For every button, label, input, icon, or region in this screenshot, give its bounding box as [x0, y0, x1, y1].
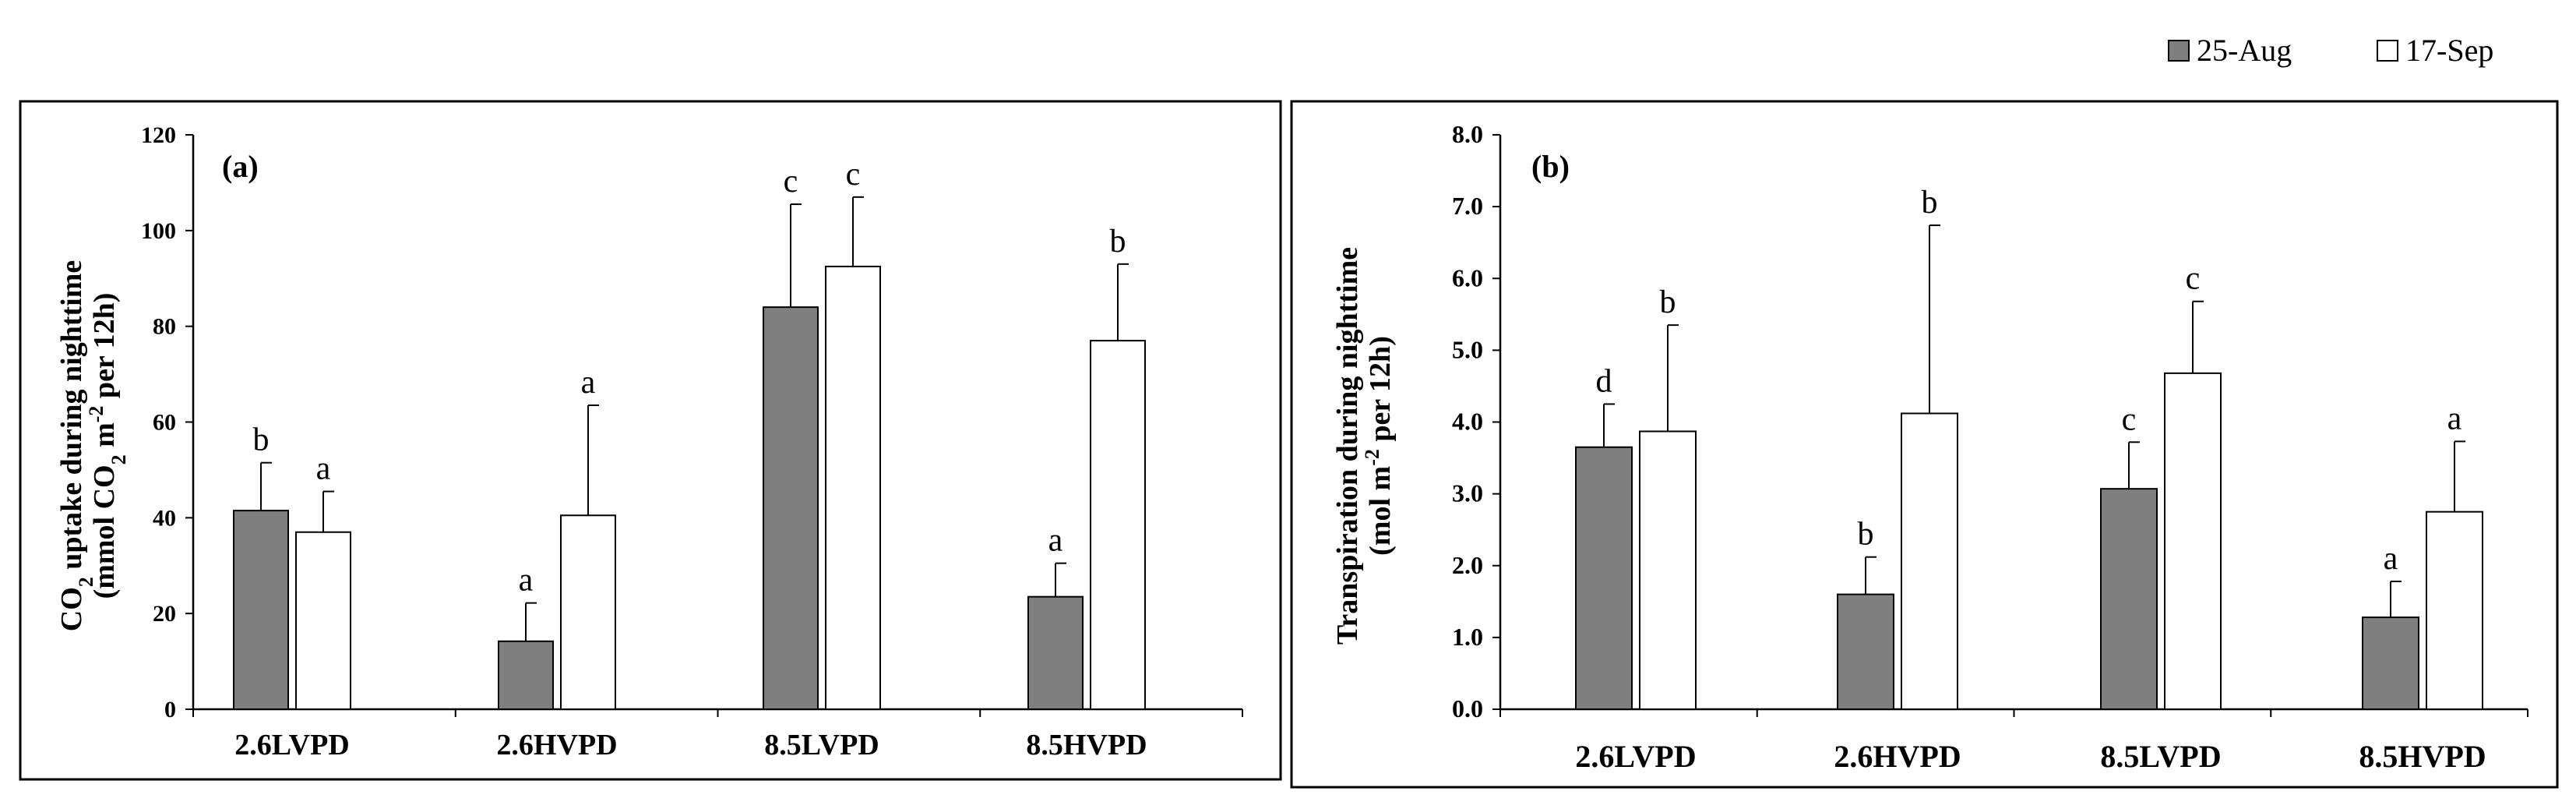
- panel-b-significance-letter: b: [1660, 284, 1676, 320]
- panel-b-category-label: 2.6LVPD: [1575, 739, 1696, 774]
- panel-b-category-label: 8.5LVPD: [2100, 739, 2221, 774]
- panel-a-category-label: 2.6LVPD: [234, 729, 349, 761]
- panel-a-category-label: 8.5LVPD: [764, 729, 879, 761]
- panel-b-bar-25-aug-8.5hvpd: [2362, 616, 2419, 711]
- panel-b-significance-letter: d: [1596, 363, 1612, 399]
- panel-b-significance-letter: a: [2384, 541, 2398, 577]
- legend-swatch-17-sep: [2377, 40, 2398, 62]
- panel-a-y-tick-label: 100: [141, 218, 176, 244]
- panel-a-category-label: 2.6HVPD: [496, 729, 617, 761]
- panel-a-significance-letter: c: [846, 157, 861, 193]
- panel-a-bar-25-aug-2.6hvpd: [498, 640, 554, 710]
- panel-b-y-tick-label: 0.0: [1452, 694, 1483, 722]
- panel-b-label: (b): [1531, 149, 1570, 184]
- panel-a-bar-25-aug-8.5lvpd: [763, 306, 819, 711]
- panel-a-significance-letter: a: [581, 365, 596, 401]
- panel-a-significance-letter: b: [1110, 224, 1126, 260]
- panel-b-bar-25-aug-2.6hvpd: [1837, 593, 1894, 710]
- legend: 25-Aug 17-Sep: [2168, 33, 2493, 68]
- panel-b-y-tick-label: 4.0: [1452, 408, 1483, 436]
- panel-a-bar-17-sep-8.5hvpd: [1090, 340, 1146, 710]
- panel-b-ylabel: Transpiration during nighttime(mol m-2 p…: [1331, 247, 1397, 645]
- panel-b-bar-17-sep-2.6lvpd: [1639, 430, 1697, 710]
- panel-a-frame: [19, 100, 1282, 781]
- panel-b-plot: 0.0 1.0 2.0 3.0 4.0 5.0 6.0 7.0 8.0 d b 2.6LVPD b b 2.…: [1452, 120, 2528, 774]
- panel-a-y-tick-label: 120: [141, 122, 176, 148]
- panel-b-y-tick-label: 2.0: [1452, 551, 1483, 579]
- panel-a-significance-letter: a: [316, 451, 331, 487]
- panel-a-significance-letter: b: [253, 422, 270, 458]
- panel-b-significance-letter: b: [1858, 517, 1874, 553]
- panel-b-y-tick-label: 7.0: [1452, 192, 1483, 220]
- panel-a-y-tick-label: 0: [164, 697, 176, 722]
- panel-b-significance-letter: a: [2447, 401, 2462, 436]
- panel-b-significance-letter: c: [2186, 261, 2201, 297]
- panel-a-significance-letter: a: [1048, 523, 1063, 559]
- panel-a-bar-17-sep-8.5lvpd: [825, 265, 881, 711]
- panel-b-significance-letter: b: [1922, 185, 1938, 221]
- panel-a-label: (a): [222, 149, 259, 184]
- panel-a-bar-25-aug-8.5hvpd: [1027, 595, 1084, 710]
- panel-a-bar-25-aug-2.6lvpd: [233, 510, 289, 711]
- panel-a-significance-letter: a: [519, 563, 534, 599]
- panel-b-transpiration: (b) Transpiration during nighttime(mol m…: [1290, 100, 2559, 789]
- panel-b-bar-17-sep-8.5hvpd: [2426, 510, 2483, 710]
- panel-b-y-tick-label: 6.0: [1452, 263, 1483, 291]
- panel-b-bar-25-aug-8.5lvpd: [2100, 488, 2158, 711]
- panel-a-y-tick-label: 20: [153, 601, 176, 627]
- panel-a-plot: 0 20 40 60 80 100 120 b a 2.6LVPD a a 2.6HVPD c c 8.5LV…: [141, 122, 1243, 761]
- panel-b-y-tick-label: 8.0: [1452, 120, 1483, 148]
- panel-b-significance-letter: c: [2122, 401, 2137, 437]
- panel-b-y-tick-label: 1.0: [1452, 623, 1483, 651]
- panel-b-y-tick-label: 3.0: [1452, 479, 1483, 507]
- panel-b-frame: [1290, 100, 2559, 789]
- panel-a-y-tick-label: 60: [153, 410, 176, 436]
- panel-a-significance-letter: c: [784, 164, 798, 200]
- panel-b-category-label: 8.5HVPD: [2359, 739, 2486, 774]
- panel-b-y-tick-label: 5.0: [1452, 335, 1483, 363]
- legend-label-17-sep: 17-Sep: [2405, 33, 2493, 68]
- legend-label-25-aug: 25-Aug: [2197, 33, 2292, 68]
- panel-a-y-tick-label: 80: [153, 314, 176, 340]
- panel-a-bar-17-sep-2.6hvpd: [560, 514, 616, 711]
- panel-b-category-label: 2.6HVPD: [1834, 739, 1961, 774]
- panel-a-co2-uptake: (a) CO2 uptake during nighttime(mmol CO2…: [19, 100, 1282, 781]
- panel-b-bar-25-aug-2.6lvpd: [1575, 446, 1633, 711]
- panel-b-bar-17-sep-2.6hvpd: [1901, 412, 1958, 710]
- panel-a-bar-17-sep-2.6lvpd: [295, 531, 351, 711]
- panel-a-ylabel: CO2 uptake during nighttime(mmol CO2 m-2…: [55, 260, 130, 631]
- panel-a-category-label: 8.5HVPD: [1026, 729, 1147, 761]
- legend-swatch-25-aug: [2168, 40, 2190, 62]
- panel-b-bar-17-sep-8.5lvpd: [2164, 372, 2222, 710]
- panel-a-y-tick-label: 40: [153, 505, 176, 531]
